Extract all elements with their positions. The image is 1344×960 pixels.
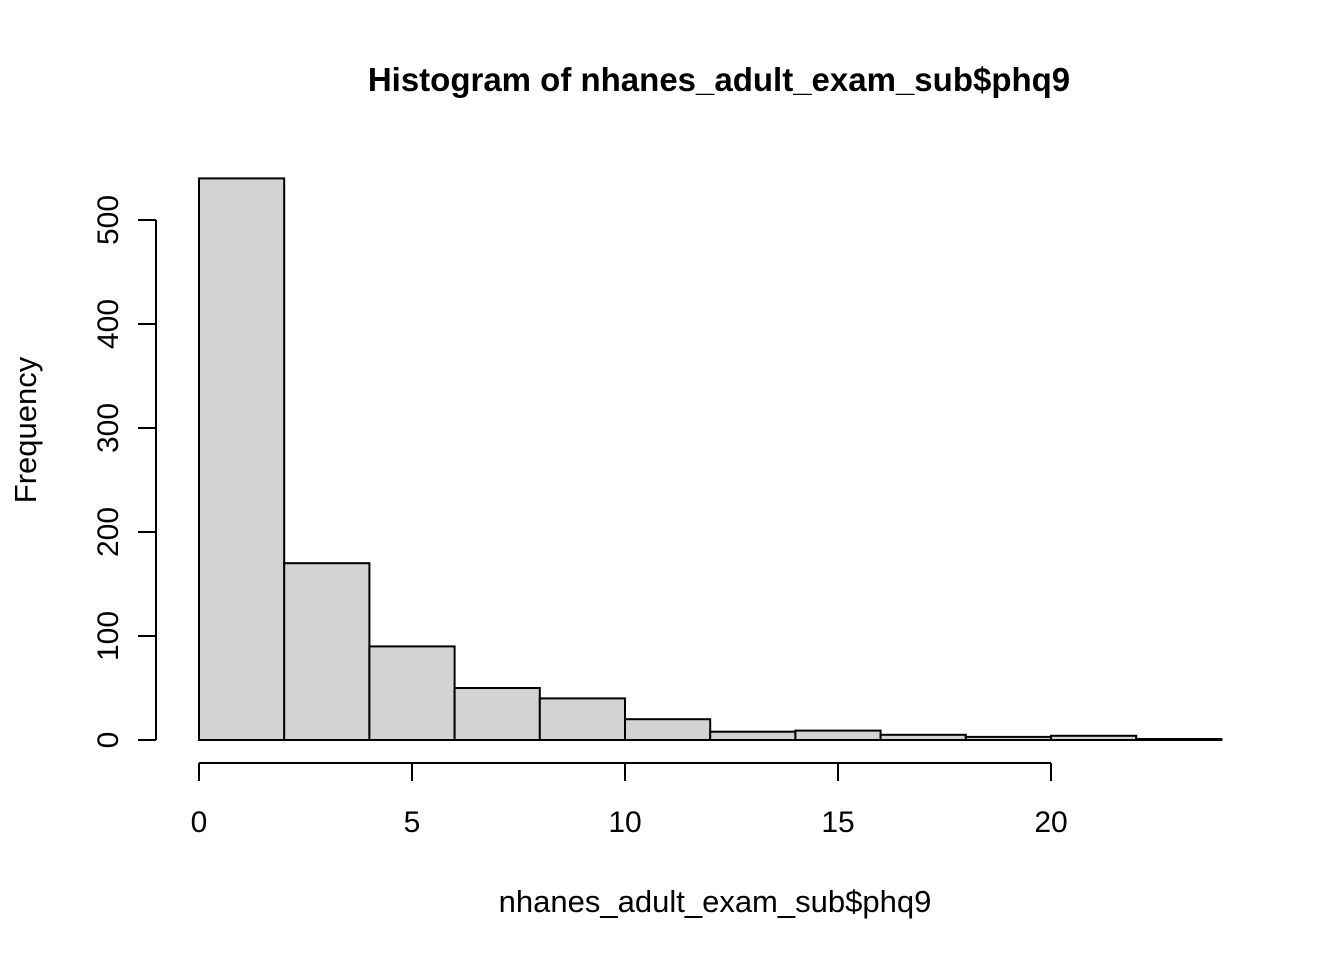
x-tick-label-0: 0 [191, 806, 208, 839]
histogram-bar-22-24 [1135, 738, 1223, 741]
y-tick-label-300: 300 [92, 403, 125, 453]
y-tick-label-0: 0 [92, 732, 125, 749]
x-tick-label-15: 15 [821, 806, 854, 839]
histogram-bar-18-20 [964, 735, 1052, 742]
y-tick-label-500: 500 [92, 195, 125, 245]
y-axis-label: Frequency [8, 356, 43, 503]
y-tick-label-400: 400 [92, 299, 125, 349]
y-tick-label-100: 100 [92, 611, 125, 661]
x-tick-label-20: 20 [1034, 806, 1067, 839]
histogram-bar-12-14 [709, 730, 797, 742]
histogram-bar-14-16 [794, 729, 882, 741]
x-tick-label-10: 10 [608, 806, 641, 839]
y-axis: 0 100 200 300 400 500 [92, 195, 157, 749]
histogram-bar-6-8 [453, 687, 541, 741]
histogram-bar-8-10 [538, 697, 626, 742]
histogram-bar-20-22 [1050, 734, 1138, 741]
chart-title: Histogram of nhanes_adult_exam_sub$phq9 [368, 61, 1070, 98]
histogram-bar-16-18 [879, 733, 967, 741]
x-tick-label-5: 5 [404, 806, 421, 839]
y-tick-label-200: 200 [92, 507, 125, 557]
histogram-bar-2-4 [283, 562, 371, 742]
x-axis: 0 5 10 15 20 [191, 762, 1068, 839]
histogram-bar-4-6 [368, 645, 456, 742]
histogram-bar-0-2 [198, 177, 286, 741]
histogram-bars [198, 177, 1223, 742]
x-axis-label: nhanes_adult_exam_sub$phq9 [499, 884, 932, 919]
histogram-bar-10-12 [624, 718, 712, 742]
